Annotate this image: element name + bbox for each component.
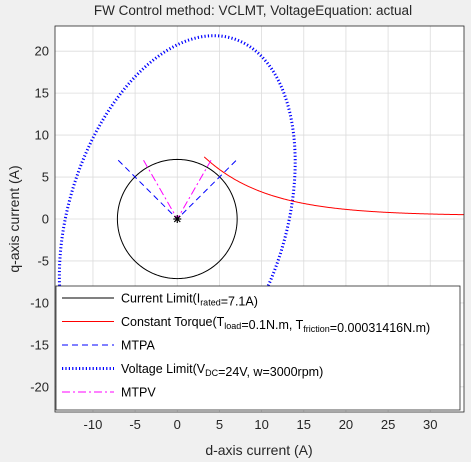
- y-tick-labels: -20 -15 -10 -5 0 5 10 15 20: [30, 44, 49, 395]
- operating-point-marker: [173, 215, 182, 223]
- x-tick-label: 20: [339, 417, 353, 432]
- legend-label-constant-torque: Constant Torque(Tload=0.1N.m, Tfriction=…: [121, 315, 430, 335]
- legend-label-mtpa: MTPA: [121, 339, 155, 353]
- legend: Current Limit(Irated=7.1A) Constant Torqu…: [55, 285, 461, 411]
- current-limit-circle: [116, 158, 238, 280]
- x-tick-label: 15: [297, 417, 311, 432]
- legend-label-voltage-limit: Voltage Limit(VDC=24V, w=3000rpm): [121, 362, 323, 379]
- x-tick-labels: -10 -5 0 5 10 15 20 25 30: [84, 417, 438, 432]
- x-tick-label: 10: [254, 417, 268, 432]
- y-tick-label: 0: [42, 212, 49, 227]
- y-tick-label: -15: [30, 337, 49, 352]
- operating-point-stroke: [173, 215, 181, 223]
- x-tick-label: -5: [129, 417, 141, 432]
- y-tick-label: 20: [35, 44, 49, 59]
- x-tick-label: 25: [381, 417, 395, 432]
- y-tick-label: 5: [42, 170, 49, 185]
- x-axis-label: d-axis current (A): [205, 442, 312, 458]
- plot-border: [54, 25, 465, 413]
- x-tick-label: 5: [216, 417, 223, 432]
- y-tick-label: -20: [30, 379, 49, 394]
- legend-label-current-limit: Current Limit(Irated=7.1A): [121, 292, 258, 309]
- y-axis-label: q-axis current (A): [6, 165, 22, 272]
- constant-torque-curve: [203, 156, 464, 216]
- y-tick-label: 15: [35, 86, 49, 101]
- legend-label-mtpv: MTPV: [121, 386, 156, 400]
- chart-title: FW Control method: VCLMT, VoltageEquatio…: [94, 3, 412, 18]
- x-tick-label: 0: [174, 417, 181, 432]
- x-tick-label: -10: [84, 417, 103, 432]
- y-tick-label: -10: [30, 295, 49, 310]
- y-tick-label: -5: [37, 253, 49, 268]
- y-tick-label: 10: [35, 128, 49, 143]
- x-tick-label: 30: [423, 417, 437, 432]
- legend-box: [55, 285, 461, 411]
